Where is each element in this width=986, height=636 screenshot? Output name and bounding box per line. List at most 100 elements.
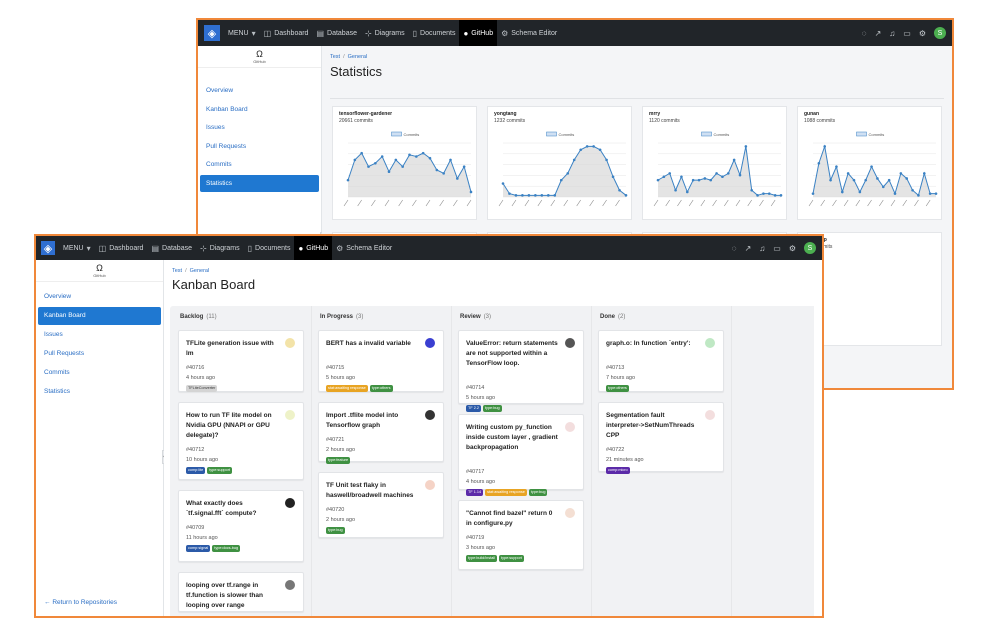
- data-point[interactable]: [408, 153, 411, 157]
- data-point[interactable]: [732, 158, 736, 162]
- issue-card[interactable]: BERT has a invalid variable #40715 5 hours…: [318, 330, 444, 392]
- data-point[interactable]: [534, 194, 537, 197]
- data-point[interactable]: [394, 158, 398, 162]
- issue-title[interactable]: ValueError: return statements are not su…: [466, 340, 558, 367]
- sidebar-item-commits[interactable]: Commits: [44, 369, 70, 376]
- return-to-repositories-link[interactable]: ← Return to Repositories: [44, 599, 117, 606]
- nav-github[interactable]: ● GitHub: [459, 20, 498, 46]
- data-point[interactable]: [697, 178, 701, 182]
- data-point[interactable]: [691, 178, 695, 182]
- data-point[interactable]: [611, 175, 615, 179]
- data-point[interactable]: [823, 145, 827, 148]
- data-point[interactable]: [811, 192, 815, 195]
- data-point[interactable]: [592, 145, 595, 148]
- data-point[interactable]: [934, 192, 938, 195]
- data-point[interactable]: [864, 178, 868, 182]
- data-point[interactable]: [840, 190, 844, 194]
- data-point[interactable]: [624, 194, 628, 197]
- issue-label-badge[interactable]: TF 1.14: [466, 489, 484, 496]
- data-point[interactable]: [559, 178, 563, 182]
- issue-title[interactable]: Writing custom py_function inside custom…: [466, 424, 558, 451]
- issue-title[interactable]: looping over tf.range in tf.function is …: [186, 582, 263, 609]
- nav-database[interactable]: ▤ Database: [147, 236, 196, 260]
- issue-card[interactable]: What exactly does `tf.signal.fft` comput…: [178, 490, 304, 562]
- data-point[interactable]: [887, 178, 891, 182]
- issue-label-badge[interactable]: TF 2.2: [466, 405, 481, 412]
- data-point[interactable]: [917, 194, 920, 197]
- issue-card[interactable]: TF Unit test flaky in haswell/broadwell …: [318, 472, 444, 538]
- legend-swatch[interactable]: [546, 131, 557, 137]
- data-point[interactable]: [928, 192, 932, 195]
- sidebar-item-pull-requests[interactable]: Pull Requests: [44, 350, 85, 357]
- data-point[interactable]: [773, 194, 777, 197]
- share-icon[interactable]: ↗: [744, 243, 752, 253]
- issue-author-avatar[interactable]: [285, 580, 295, 590]
- issue-card[interactable]: ValueError: return statements are not su…: [458, 330, 584, 412]
- data-point[interactable]: [553, 194, 557, 197]
- nav-schema-editor[interactable]: ⚙ Schema Editor: [497, 20, 561, 46]
- data-point[interactable]: [428, 156, 432, 160]
- data-point[interactable]: [680, 175, 683, 179]
- data-point[interactable]: [540, 194, 544, 197]
- data-point[interactable]: [442, 172, 445, 175]
- chat-icon[interactable]: ◌: [861, 28, 867, 38]
- data-point[interactable]: [656, 178, 660, 182]
- contributor-name[interactable]: gunan: [804, 111, 819, 117]
- issue-author-avatar[interactable]: [425, 410, 435, 420]
- issue-card[interactable]: Segmentation fault interpreter->SetNumTh…: [598, 402, 724, 474]
- data-point[interactable]: [674, 188, 677, 192]
- issue-author-avatar[interactable]: [285, 410, 295, 420]
- data-point[interactable]: [605, 158, 608, 162]
- folder-icon[interactable]: ▭: [773, 243, 781, 253]
- issue-card[interactable]: looping over tf.range in tf.function is …: [178, 572, 304, 612]
- nav-dashboard[interactable]: ◫ Dashboard: [95, 236, 148, 260]
- data-point[interactable]: [911, 188, 914, 192]
- data-point[interactable]: [469, 190, 473, 194]
- sidebar-item-issues[interactable]: Issues: [206, 124, 225, 131]
- issue-author-avatar[interactable]: [565, 422, 575, 432]
- data-point[interactable]: [668, 172, 672, 175]
- nav-schema-editor[interactable]: ⚙ Schema Editor: [332, 236, 396, 260]
- issue-label-badge[interactable]: TFLiteConverter: [186, 385, 218, 392]
- issue-label-badge[interactable]: type:docs-bug: [212, 545, 241, 552]
- issue-author-avatar[interactable]: [285, 338, 295, 348]
- data-point[interactable]: [401, 165, 404, 168]
- data-point[interactable]: [449, 158, 452, 162]
- issue-title[interactable]: graph.o: In function `entry':: [606, 340, 691, 347]
- data-point[interactable]: [421, 151, 425, 155]
- issue-author-avatar[interactable]: [285, 498, 295, 508]
- data-point[interactable]: [380, 155, 384, 158]
- nav-github[interactable]: ● GitHub: [294, 236, 333, 260]
- data-point[interactable]: [566, 172, 570, 175]
- issue-label-badge[interactable]: type:feature: [326, 457, 351, 464]
- nav-documents[interactable]: ▯ Documents: [244, 236, 295, 260]
- issue-card[interactable]: "Cannot find bazel" return 0 in configur…: [458, 500, 584, 570]
- data-point[interactable]: [876, 177, 879, 180]
- legend-swatch[interactable]: [856, 131, 867, 137]
- issue-title[interactable]: "Cannot find bazel" return 0 in configur…: [466, 510, 553, 527]
- data-point[interactable]: [703, 177, 707, 180]
- folder-icon[interactable]: ▭: [903, 28, 911, 38]
- legend-swatch[interactable]: [391, 131, 402, 137]
- nav-diagrams[interactable]: ⊹ Diagrams: [361, 20, 409, 46]
- data-point[interactable]: [817, 161, 821, 165]
- menu-button[interactable]: MENU ▾: [59, 236, 95, 260]
- data-point[interactable]: [353, 158, 357, 162]
- data-point[interactable]: [846, 172, 850, 175]
- share-icon[interactable]: ↗: [874, 28, 882, 38]
- data-point[interactable]: [346, 178, 350, 182]
- sidebar-item-pull-requests[interactable]: Pull Requests: [206, 142, 247, 150]
- data-point[interactable]: [756, 194, 759, 197]
- data-point[interactable]: [508, 192, 511, 195]
- data-point[interactable]: [415, 155, 418, 158]
- contributor-name[interactable]: mrry: [649, 111, 661, 117]
- data-point[interactable]: [858, 190, 862, 194]
- data-point[interactable]: [618, 188, 621, 192]
- issue-title[interactable]: TF Unit test flaky in haswell/broadwell …: [326, 482, 414, 499]
- issue-author-avatar[interactable]: [705, 410, 715, 420]
- data-point[interactable]: [501, 182, 505, 185]
- sidebar-item-kanban-board[interactable]: Kanban Board: [38, 307, 161, 325]
- issue-label-badge[interactable]: comp:lite: [186, 467, 206, 474]
- nav-dashboard[interactable]: ◫ Dashboard: [260, 20, 313, 46]
- data-point[interactable]: [662, 175, 666, 179]
